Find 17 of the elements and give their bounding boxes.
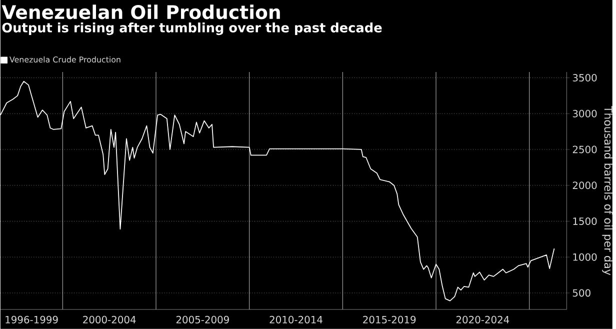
- x-tick-label: 2010-2014: [270, 316, 322, 324]
- y-tick-label: 1500: [573, 218, 597, 226]
- chart-title: Venezuelan Oil Production: [2, 4, 280, 20]
- x-tick-label: 2020-2024: [456, 316, 510, 324]
- chart-subtitle: Output is rising after tumbling over the past decade: [2, 22, 382, 36]
- y-tick-label: 2000: [572, 182, 597, 190]
- y-axis-title: Thousand barrels of oil per day: [602, 106, 613, 276]
- y-tick-label: 500: [572, 289, 590, 297]
- x-tick-label: 2000-2004: [83, 316, 136, 324]
- x-tick-label: 2015-2019: [363, 316, 416, 324]
- y-tick-label: 1000: [573, 253, 597, 261]
- y-tick-label: 3000: [572, 110, 597, 118]
- x-tick-label: 2005-2009: [176, 316, 229, 324]
- y-tick-label: 3500: [572, 74, 597, 82]
- y-tick-label: 2500: [572, 146, 597, 154]
- x-tick-label: 1996-1999: [6, 316, 58, 324]
- line-series: [0, 81, 555, 302]
